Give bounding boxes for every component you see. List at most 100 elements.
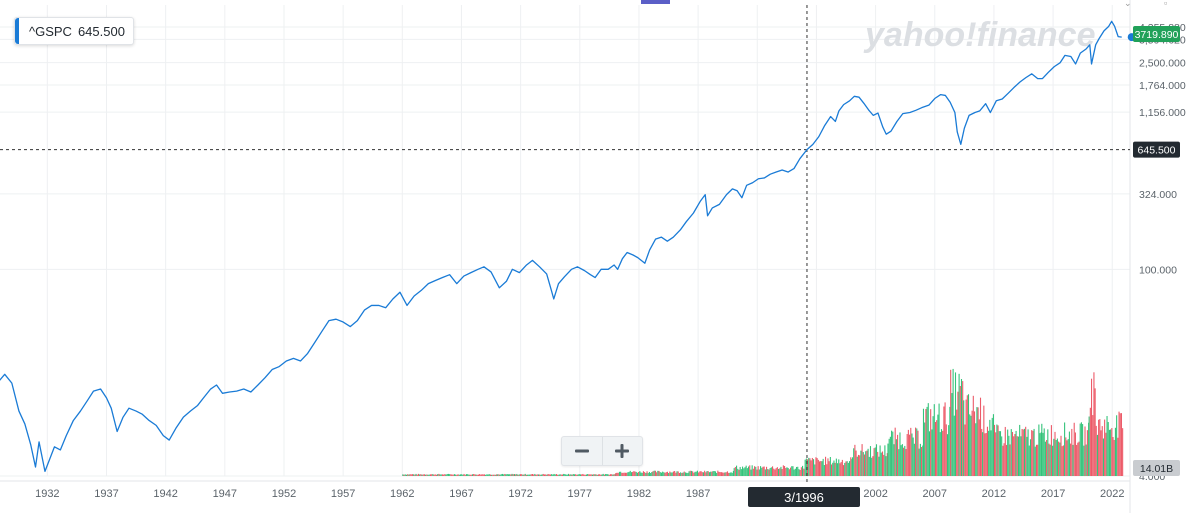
- volume-bar: [567, 473, 569, 476]
- volume-bar: [702, 472, 704, 476]
- volume-bar: [706, 471, 708, 476]
- volume-bar: [891, 430, 893, 476]
- volume-bar: [790, 467, 792, 476]
- volume-bar: [967, 394, 970, 476]
- volume-bar: [958, 373, 960, 476]
- volume-bar: [857, 454, 860, 476]
- axis-badges: 3719.890 645.500 14.01B: [1133, 26, 1180, 476]
- volume-bar: [997, 425, 999, 476]
- volume-bar: [878, 456, 880, 476]
- volume-bar: [813, 459, 815, 476]
- volume-bar: [849, 461, 851, 476]
- volume-bar: [748, 466, 750, 476]
- volume-bar: [488, 474, 490, 476]
- volume-bar: [757, 466, 759, 476]
- volume-bar: [601, 474, 603, 476]
- zoom-out-button[interactable]: [562, 437, 602, 465]
- volume-bar: [439, 474, 441, 476]
- volume-bar: [616, 472, 618, 476]
- volume-bar: [415, 473, 417, 476]
- volume-bar: [409, 474, 411, 476]
- volume-bar: [815, 457, 817, 476]
- volume-bar: [422, 474, 424, 476]
- volume-bar: [414, 474, 416, 476]
- volume-bar: [647, 472, 649, 476]
- volume-bar: [537, 474, 539, 476]
- volume-bar: [1004, 426, 1006, 476]
- volume-bar: [547, 473, 549, 476]
- volume-bar: [963, 400, 965, 476]
- volume-bar: [733, 468, 735, 476]
- ticker-chip[interactable]: ^GSPC 645.500: [14, 17, 134, 45]
- volume-bar: [1074, 432, 1076, 476]
- volume-bar: [603, 474, 605, 476]
- x-tick-label: 1987: [686, 488, 710, 500]
- volume-bar: [1068, 431, 1070, 476]
- volume-bar: [653, 470, 655, 476]
- volume-bar: [635, 471, 637, 476]
- volume-bar: [722, 472, 724, 476]
- volume-bar: [934, 422, 937, 476]
- volume-bar: [614, 474, 616, 476]
- volume-bar: [411, 474, 413, 476]
- volume-bar: [541, 474, 543, 476]
- volume-bar: [755, 466, 757, 476]
- x-tick-label: 1957: [331, 488, 355, 500]
- fullscreen-icon[interactable]: ▫: [1164, 0, 1168, 8]
- volume-bar: [773, 468, 775, 476]
- volume-bar: [493, 474, 495, 476]
- volume-bar: [769, 467, 771, 476]
- volume-bar: [1088, 416, 1090, 476]
- volume-bar: [1080, 422, 1082, 476]
- volume-bar: [874, 447, 876, 476]
- volume-bar: [705, 472, 707, 476]
- volume-bar: [734, 466, 736, 476]
- volume-bar: [506, 474, 508, 476]
- volume-bar: [1062, 445, 1064, 476]
- volume-bar: [825, 456, 827, 476]
- volume-bar: [1005, 444, 1008, 476]
- range-tab-indicator[interactable]: [641, 0, 670, 4]
- volume-bar: [910, 427, 912, 476]
- y-tick-label: 324.000: [1139, 189, 1177, 201]
- volume-bar: [512, 474, 514, 476]
- volume-bar: [900, 445, 902, 476]
- volume-bar: [925, 409, 927, 476]
- volume-bar: [886, 453, 888, 476]
- volume-bar: [847, 462, 849, 476]
- volume-bar: [686, 472, 688, 476]
- volume-bar: [572, 474, 574, 476]
- volume-bar: [988, 430, 990, 476]
- volume-bar: [595, 474, 597, 476]
- volume-bar: [551, 474, 553, 476]
- volume-bar: [510, 474, 512, 476]
- volume-bar: [904, 445, 906, 476]
- volume-bar: [1090, 378, 1093, 476]
- volume-bar: [473, 473, 475, 476]
- volume-bar: [536, 474, 538, 476]
- volume-bar: [1093, 372, 1095, 476]
- volume-bar: [713, 471, 715, 476]
- x-tick-label: 2007: [923, 488, 947, 500]
- volume-bar: [928, 431, 931, 476]
- settings-icon[interactable]: ⌄: [1124, 0, 1132, 8]
- volume-bar: [907, 429, 909, 476]
- volume-bar: [788, 469, 790, 476]
- volume-bar: [724, 472, 726, 476]
- volume-bar: [1104, 419, 1106, 476]
- volume-bar: [607, 474, 609, 476]
- volume-bar: [684, 472, 686, 476]
- volume-bar: [723, 472, 725, 476]
- volume-bar: [893, 444, 895, 476]
- volume-bar: [1070, 443, 1072, 476]
- zoom-in-button[interactable]: [601, 437, 643, 465]
- volume-bar: [956, 409, 958, 476]
- volume-bar: [966, 395, 968, 476]
- volume-bar: [894, 427, 896, 476]
- volume-bar: [1010, 429, 1012, 476]
- volume-bar: [671, 472, 673, 476]
- x-tick-label: 2017: [1041, 488, 1065, 500]
- volume-bar: [780, 466, 782, 476]
